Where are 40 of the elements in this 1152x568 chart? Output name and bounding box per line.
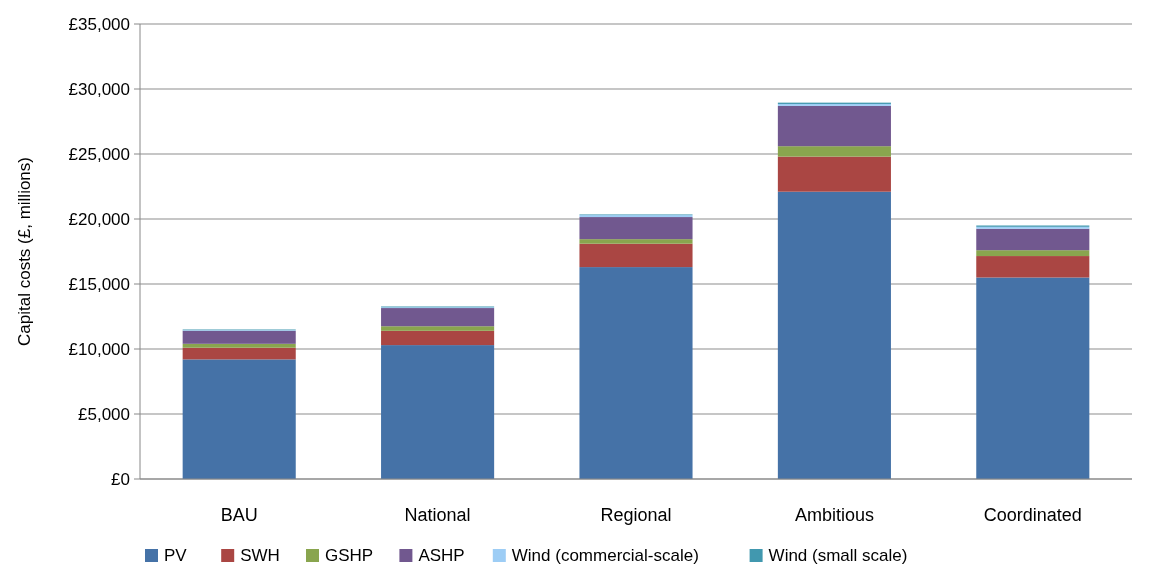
y-tick-label: £35,000 (68, 14, 130, 34)
x-tick-label: Ambitious (794, 505, 874, 525)
x-tick-label: Regional (600, 505, 672, 525)
bar (182, 330, 296, 344)
bar (976, 277, 1090, 479)
legend-label: SWH (240, 546, 280, 565)
bar (381, 326, 495, 331)
bar (976, 256, 1090, 278)
y-axis-title: Capital costs (£, millions) (15, 157, 34, 346)
legend-label: PV (164, 546, 188, 565)
bar (976, 228, 1090, 251)
bar (976, 250, 1090, 257)
bar (579, 243, 693, 268)
x-tick-label: BAU (220, 505, 258, 525)
bar (777, 156, 891, 192)
x-tick-label: Coordinated (983, 505, 1082, 525)
bar (579, 267, 693, 479)
bar (381, 345, 495, 479)
y-tick-label: £25,000 (68, 144, 130, 164)
x-tick-label: National (404, 505, 471, 525)
bar (182, 359, 296, 479)
legend-label: ASHP (418, 546, 465, 565)
bar (182, 343, 296, 348)
bar (777, 105, 891, 147)
y-tick-label: £30,000 (68, 79, 130, 99)
y-tick-label: £0 (111, 469, 130, 489)
y-tick-label: £20,000 (68, 209, 130, 229)
legend-label: Wind (small scale) (768, 546, 908, 565)
bar (579, 239, 693, 244)
bar (381, 308, 495, 327)
y-tick-label: £15,000 (68, 274, 130, 294)
bar (381, 330, 495, 346)
bar (579, 217, 693, 240)
bar (777, 146, 891, 157)
y-tick-label: £5,000 (78, 404, 130, 424)
legend-label: Wind (commercial-scale) (511, 546, 699, 565)
bar (182, 347, 296, 360)
bar (777, 191, 891, 479)
legend-label: GSHP (325, 546, 374, 565)
y-tick-label: £10,000 (68, 339, 130, 359)
